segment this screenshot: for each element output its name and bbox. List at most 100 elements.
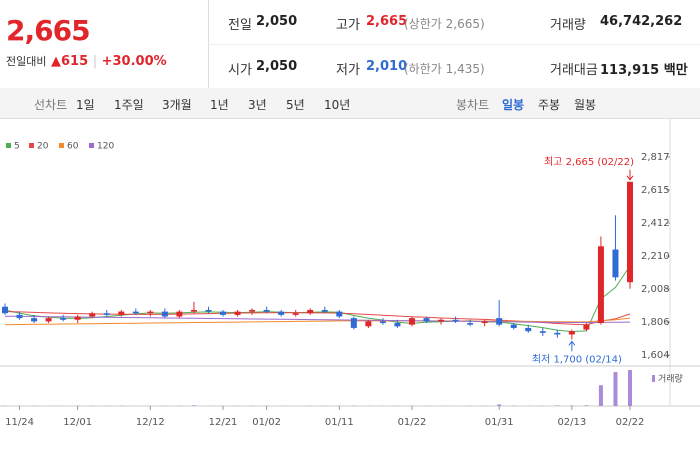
volume-bar — [497, 404, 502, 406]
header: 2,665 전일대비 ▲615 | +30.00% 전일 2,050 고가 2,665… — [0, 0, 700, 89]
stat-note: (하한가 1,435) — [404, 62, 485, 76]
tab-group-label: 봉차트 — [456, 98, 490, 112]
candle-body — [365, 321, 372, 327]
y-tick-label: 2,008 — [641, 284, 670, 295]
x-tick-label: 11/24 — [5, 417, 34, 428]
stat-value: 2,050 — [256, 14, 298, 29]
x-tick-label: 12/12 — [136, 417, 165, 428]
x-tick-label: 12/01 — [63, 417, 92, 428]
legend-swatch — [59, 143, 64, 148]
tab-bar: 선차트 1일 1주일 3개월 1년 3년 5년 10년 봉차트 일봉 주봉 월봉 — [0, 88, 700, 119]
x-tick-label: 01/22 — [398, 417, 427, 428]
volume-label: 거래량 — [658, 373, 683, 385]
candle-body — [2, 306, 8, 314]
stat-value: 113,915 백만 — [600, 63, 688, 78]
x-tick-label: 01/02 — [252, 417, 281, 428]
x-tick-label: 01/11 — [325, 417, 354, 428]
legend-swatch — [89, 143, 94, 148]
legend-swatch — [6, 143, 11, 148]
y-tick-label: 2,210 — [641, 251, 670, 262]
stat-value: 2,010 — [366, 59, 408, 74]
candle-body — [118, 311, 125, 315]
ma-line — [4, 315, 631, 323]
stat-note: (상한가 2,665) — [404, 17, 485, 31]
tab[interactable]: 1일 — [76, 98, 95, 112]
tab[interactable]: 월봉 — [574, 98, 597, 112]
volume-bar — [584, 405, 589, 406]
candle-body — [423, 318, 430, 322]
candle-body — [568, 331, 575, 335]
candle-body — [554, 332, 561, 335]
tab[interactable]: 1주일 — [114, 98, 144, 112]
tab[interactable]: 1년 — [210, 98, 229, 112]
volume-swatch — [652, 375, 655, 382]
volume-bar — [555, 405, 560, 406]
tab[interactable]: 3년 — [248, 98, 267, 112]
candle-body — [249, 309, 256, 312]
chart: 1,604 1,806 2,008 2,210 2,412 2,615 2,817 5 20 60… — [0, 118, 700, 428]
y-tick-label: 2,615 — [641, 185, 670, 196]
annotation: 최고 2,665 (02/22) — [544, 156, 634, 168]
volume-bar — [628, 370, 632, 406]
candle-body — [525, 327, 532, 332]
stat-label: 시가 — [228, 63, 252, 78]
candle-body — [583, 324, 590, 330]
candle-body — [132, 311, 139, 314]
tab[interactable]: 5년 — [286, 98, 305, 112]
candle-body — [467, 323, 474, 325]
candle-body — [408, 318, 415, 325]
candle-body — [627, 181, 633, 283]
volume-bar — [191, 405, 196, 406]
tab[interactable]: 10년 — [324, 98, 351, 112]
candle-body — [103, 313, 110, 315]
candle-body — [147, 311, 154, 314]
stat-label: 거래대금 — [550, 63, 598, 78]
candle-body — [278, 311, 285, 315]
candle-body — [74, 316, 81, 320]
candle-body — [350, 318, 357, 328]
arrow-head — [568, 340, 576, 346]
candle-body — [16, 314, 23, 319]
stat-value: 2,050 — [256, 59, 298, 74]
tab-group-label: 선차트 — [34, 98, 68, 112]
candle-body — [597, 246, 604, 324]
volume-bar — [613, 372, 618, 406]
stat-row: 전일 2,050 고가 2,665 (상한가 2,665) 거래량 46,742,262 — [208, 0, 700, 44]
stat-value: 2,665 — [366, 14, 408, 29]
price-box: 2,665 전일대비 ▲615 | +30.00% — [0, 0, 209, 88]
change-pct: +30.00% — [101, 54, 167, 69]
candle-body — [89, 313, 96, 317]
legend-swatch — [29, 143, 34, 148]
tab[interactable]: 3개월 — [162, 98, 192, 112]
price: 2,665 — [6, 14, 91, 47]
candle-body — [307, 309, 314, 314]
ma-line — [4, 317, 631, 326]
candle-body — [321, 309, 328, 312]
annotation: 최저 1,700 (02/14) — [532, 353, 622, 365]
tab[interactable]: 일봉 — [502, 98, 525, 112]
stat-label: 전일 — [228, 18, 252, 33]
tab[interactable]: 주봉 — [538, 98, 561, 112]
candle-body — [176, 311, 183, 317]
sep: | — [92, 54, 98, 69]
change: 전일대비 ▲615 | +30.00% — [6, 53, 167, 69]
candle-body — [481, 321, 488, 324]
legend-label: 20 — [37, 142, 49, 152]
candle-body — [45, 318, 52, 322]
ma-line — [4, 265, 631, 333]
y-tick-label: 2,412 — [641, 218, 670, 229]
candle-body — [452, 319, 459, 322]
candle-body — [161, 311, 168, 317]
x-tick-label: 12/21 — [209, 417, 238, 428]
stat-label: 고가 — [336, 18, 360, 33]
candle-body — [539, 331, 546, 333]
legend-label: 60 — [67, 142, 79, 152]
candle-body — [205, 309, 212, 312]
candle-body — [220, 311, 227, 315]
change-value: 615 — [61, 54, 89, 69]
candle-body — [612, 249, 619, 278]
up-arrow: ▲ — [51, 54, 62, 69]
candle-body — [190, 309, 197, 312]
candle-body — [60, 318, 67, 320]
